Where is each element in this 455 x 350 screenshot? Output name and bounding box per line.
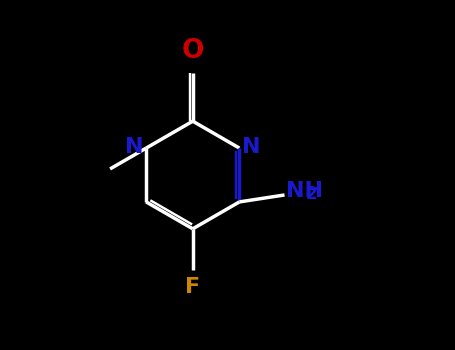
Text: N: N (125, 138, 143, 158)
Text: F: F (185, 278, 200, 298)
Text: 2: 2 (305, 185, 317, 203)
Text: O: O (182, 38, 204, 64)
Text: N: N (242, 138, 261, 158)
Text: NH: NH (286, 181, 323, 201)
